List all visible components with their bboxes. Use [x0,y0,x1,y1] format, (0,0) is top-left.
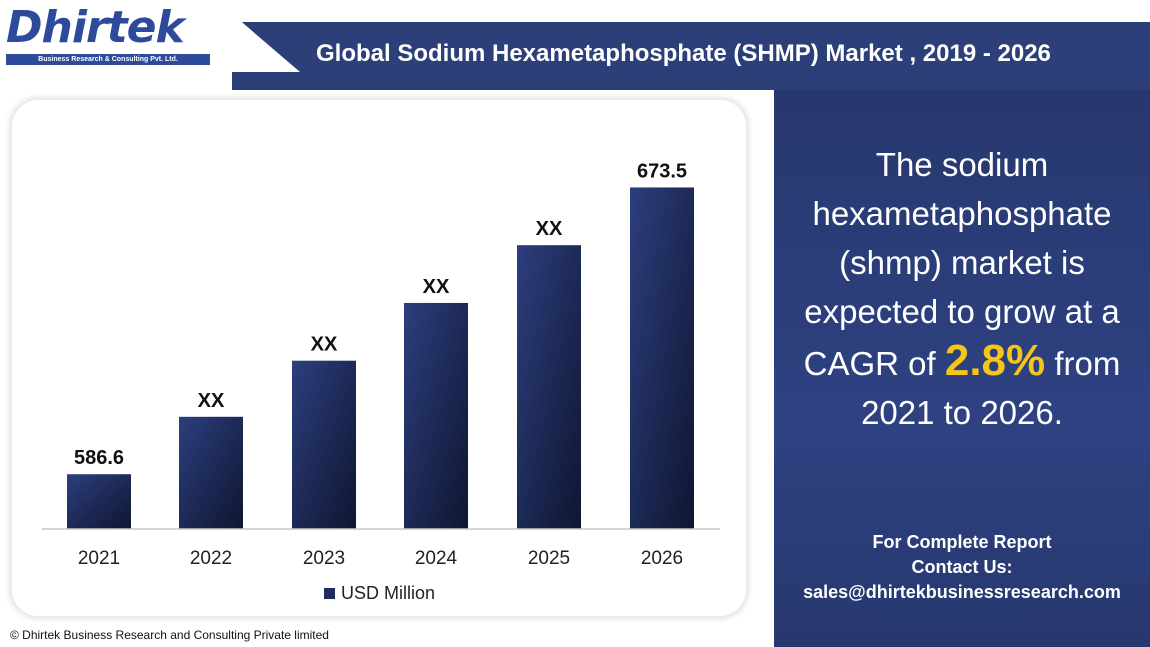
cagr-suffix: from [1045,345,1121,382]
chart-card: 2021 2022 2023 2024 2025 2026 586.6 XX XX XX XX 67… [12,100,746,616]
data-label-2022: XX [198,390,225,412]
header-bar [232,22,1150,90]
info-panel: The sodium hexametaphosphate (shmp) mark… [774,90,1150,647]
bar-chart: 2021 2022 2023 2024 2025 2026 586.6 XX XX XX XX 67… [42,160,720,603]
growth-statement: The sodium hexametaphosphate (shmp) mark… [792,140,1132,437]
x-tick-2024: 2024 [415,548,458,569]
contact-email[interactable]: sales@dhirtekbusinessresearch.com [803,582,1121,602]
contact-block: For Complete Report Contact Us: sales@dh… [774,530,1150,605]
bar-2024 [404,302,468,529]
bar-2023 [292,360,356,529]
bar-2025 [517,245,581,529]
contact-heading: For Complete Report [872,532,1052,552]
bar-2021 [67,474,131,529]
data-label-2026: 673.5 [637,160,687,182]
copyright-text: © Dhirtek Business Research and Consulti… [10,628,329,642]
legend-swatch [324,588,335,599]
legend-label: USD Million [341,583,435,603]
x-tick-2026: 2026 [641,548,683,569]
data-label-2021: 586.6 [74,447,124,469]
bar-2022 [179,416,243,529]
company-logo: Dhirtek [6,2,185,53]
growth-intro: The sodium hexametaphosphate (shmp) mark… [804,146,1120,330]
legend: USD Million [324,583,435,603]
logo-text: Dhirtek [6,2,185,53]
data-label-2023: XX [311,334,338,356]
x-tick-2021: 2021 [78,548,120,569]
x-tick-2022: 2022 [190,548,232,569]
cagr-prefix: CAGR of [803,345,945,382]
data-label-2024: XX [423,276,450,298]
data-label-2025: XX [536,218,563,240]
x-tick-2023: 2023 [303,548,345,569]
x-tick-2025: 2025 [528,548,570,569]
logo-area: Dhirtek Business Research & Consulting P… [0,0,300,72]
page-title: Global Sodium Hexametaphosphate (SHMP) M… [316,40,1051,67]
contact-label: Contact Us: [911,557,1013,577]
logo-subtitle: Business Research & Consulting Pvt. Ltd. [6,54,210,65]
cagr-value: 2.8% [944,336,1046,385]
cagr-line: CAGR of 2.8% from [792,336,1132,388]
bar-2026 [630,187,694,529]
growth-period: 2021 to 2026. [861,394,1063,431]
